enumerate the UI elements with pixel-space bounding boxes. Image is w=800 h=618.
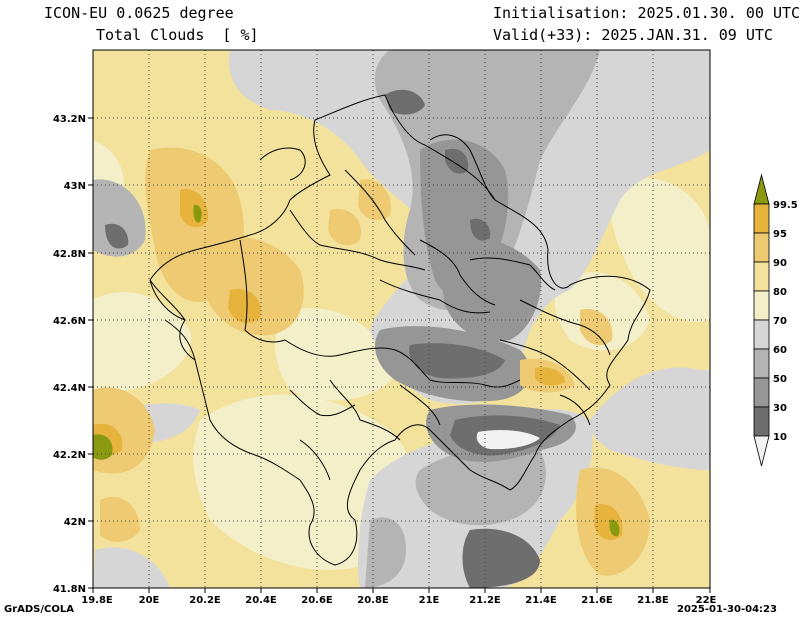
colorbar-label: 60	[773, 345, 787, 356]
init-time: Initialisation: 2025.01.30. 00 UTC	[493, 4, 800, 22]
colorbar-swatch-top	[753, 173, 770, 205]
model-title: ICON-EU 0.0625 degree	[44, 4, 234, 22]
lon-label: 20E	[139, 595, 160, 606]
lon-label: 20.6E	[301, 595, 333, 606]
footer-timestamp: 2025-01-30-04:23	[677, 604, 777, 615]
colorbar-swatch	[753, 290, 770, 321]
lon-label: 19.8E	[81, 595, 113, 606]
variable-title: Total Clouds [ %]	[96, 26, 259, 44]
colorbar-swatch	[753, 406, 770, 437]
colorbar-swatch	[753, 377, 770, 408]
colorbar-swatch-bottom	[753, 435, 770, 467]
lat-label: 42.2N	[53, 450, 86, 461]
lat-label: 42.6N	[53, 316, 86, 327]
colorbar-label: 70	[773, 316, 787, 327]
lon-label: 20.8E	[357, 595, 389, 606]
lon-label: 21.2E	[469, 595, 501, 606]
colorbar-label: 30	[773, 403, 787, 414]
colorbar-swatch	[753, 348, 770, 379]
colorbar-label: 80	[773, 287, 787, 298]
cloud-field	[93, 50, 710, 588]
colorbar	[753, 173, 770, 467]
lon-label: 21E	[419, 595, 440, 606]
colorbar-swatch	[753, 232, 770, 263]
lon-label: 21.8E	[637, 595, 669, 606]
lon-label: 21.6E	[581, 595, 613, 606]
map-frame	[92, 49, 711, 589]
colorbar-label: 90	[773, 258, 787, 269]
lon-label: 22E	[696, 595, 717, 606]
lon-label: 21.4E	[525, 595, 557, 606]
valid-time: Valid(+33): 2025.JAN.31. 09 UTC	[493, 26, 773, 44]
lon-label: 20.2E	[189, 595, 221, 606]
colorbar-label: 99.5	[773, 200, 798, 211]
colorbar-swatch	[753, 261, 770, 292]
lon-label: 20.4E	[245, 595, 277, 606]
lat-label: 42.4N	[53, 383, 86, 394]
colorbar-label: 10	[773, 432, 787, 443]
lat-label: 43.2N	[53, 114, 86, 125]
colorbar-label: 50	[773, 374, 787, 385]
footer-credit: GrADS/COLA	[4, 604, 74, 615]
lat-label: 41.8N	[53, 584, 86, 595]
colorbar-swatch	[753, 203, 770, 234]
lat-label: 42.8N	[53, 249, 86, 260]
lat-label: 42N	[64, 517, 86, 528]
grid-lines	[93, 50, 710, 588]
colorbar-label: 95	[773, 229, 787, 240]
lat-label: 43N	[64, 181, 86, 192]
colorbar-swatch	[753, 319, 770, 350]
